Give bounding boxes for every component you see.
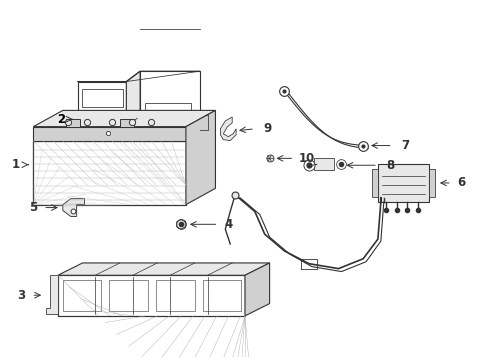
Polygon shape (77, 82, 126, 165)
Bar (81, 111, 122, 157)
Polygon shape (245, 263, 270, 316)
Bar (372, 169, 378, 197)
Polygon shape (33, 127, 186, 141)
Bar (145, 103, 191, 145)
Bar (156, 280, 195, 311)
Text: 3: 3 (18, 289, 25, 302)
Polygon shape (126, 71, 140, 165)
Polygon shape (58, 263, 270, 275)
Polygon shape (33, 111, 216, 127)
Polygon shape (140, 71, 200, 155)
Bar (203, 280, 241, 311)
Text: 2: 2 (57, 113, 65, 126)
Text: 6: 6 (458, 176, 466, 189)
Bar (429, 169, 435, 197)
Bar (63, 280, 101, 311)
Text: 8: 8 (387, 159, 395, 172)
Bar (314, 158, 334, 170)
Polygon shape (220, 117, 236, 141)
Text: 10: 10 (299, 152, 315, 165)
Bar (81, 89, 122, 107)
Bar (66, 119, 79, 127)
Polygon shape (63, 199, 84, 216)
Text: 9: 9 (264, 122, 272, 135)
Text: 1: 1 (12, 158, 20, 171)
Text: 4: 4 (224, 218, 232, 231)
Polygon shape (33, 141, 186, 204)
Polygon shape (58, 275, 245, 316)
Bar (109, 280, 147, 311)
Text: 7: 7 (401, 139, 410, 152)
Bar (378, 164, 429, 202)
Polygon shape (186, 111, 216, 204)
Bar (120, 119, 134, 127)
Text: 5: 5 (29, 201, 37, 214)
Polygon shape (46, 275, 58, 314)
